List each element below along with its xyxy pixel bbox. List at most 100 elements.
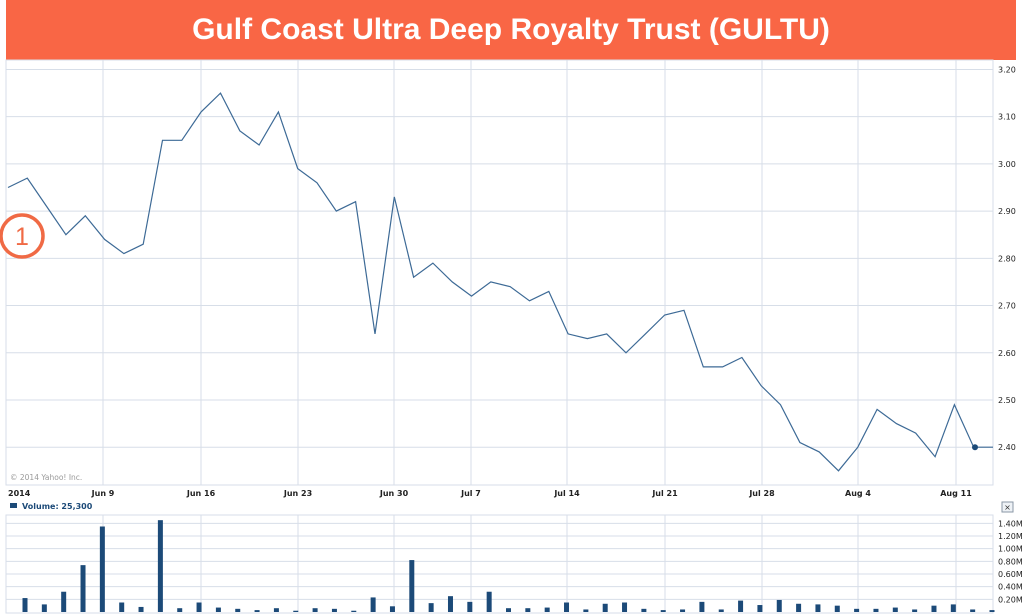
volume-bar[interactable] — [834, 605, 840, 612]
price-y-tick-label: 2.40 — [998, 443, 1016, 452]
volume-bar[interactable] — [331, 608, 337, 612]
volume-grid — [6, 515, 993, 612]
price-x-tick-label: Jun 16 — [186, 489, 216, 498]
price-x-tick-label: Jul 7 — [460, 489, 481, 498]
price-y-tick-label: 2.80 — [998, 254, 1016, 263]
volume-bar[interactable] — [99, 526, 105, 613]
volume-bar[interactable] — [447, 596, 453, 612]
price-y-tick-label: 3.10 — [998, 113, 1016, 122]
volume-bar[interactable] — [641, 608, 647, 612]
volume-bar[interactable] — [892, 607, 898, 612]
chart-title: Gulf Coast Ultra Deep Royalty Trust (GUL… — [192, 13, 830, 46]
price-x-tick-label: Jul 14 — [553, 489, 580, 498]
volume-bar[interactable] — [312, 608, 318, 612]
volume-bar[interactable] — [273, 608, 279, 612]
volume-bar[interactable] — [564, 602, 570, 613]
volume-bar[interactable] — [718, 609, 724, 612]
volume-bar[interactable] — [119, 602, 125, 613]
price-y-tick-label: 3.00 — [998, 160, 1016, 169]
price-x-tick-label: Aug 4 — [845, 489, 871, 498]
price-x-tick-label: Jun 30 — [379, 489, 409, 498]
price-line — [7, 92, 993, 472]
price-y-tick-label: 2.60 — [998, 349, 1016, 358]
volume-bar[interactable] — [196, 602, 202, 613]
price-plot-frame — [5, 59, 994, 486]
price-x-tick-label: 2014 — [8, 489, 31, 498]
volume-bar[interactable] — [389, 606, 395, 612]
close-volume-button[interactable]: × — [1001, 501, 1014, 513]
volume-y-axis: 1.40M 1.20M 1.00M 0.80M 0.60M 0.40M 0.20M — [998, 519, 1023, 604]
marker-circle — [0, 213, 45, 259]
volume-bar[interactable] — [351, 610, 357, 612]
volume-bar[interactable] — [680, 609, 686, 612]
volume-bar[interactable] — [370, 597, 376, 612]
volume-bar[interactable] — [583, 609, 589, 612]
volume-legend-swatch — [10, 503, 17, 508]
volume-bars — [22, 520, 995, 613]
volume-bar[interactable] — [912, 609, 918, 612]
volume-bar[interactable] — [428, 603, 434, 612]
close-button-box[interactable] — [1001, 501, 1014, 513]
volume-bar[interactable] — [815, 604, 821, 612]
volume-y-tick-label: 0.40M — [998, 583, 1023, 592]
volume-bar[interactable] — [622, 602, 628, 613]
volume-bar[interactable] — [544, 607, 550, 612]
volume-bar[interactable] — [80, 565, 86, 612]
close-icon[interactable]: × — [1004, 503, 1011, 512]
volume-bar[interactable] — [41, 604, 47, 612]
volume-bar[interactable] — [22, 598, 28, 612]
price-x-tick-label: Jul 28 — [748, 489, 775, 498]
marker-number: 1 — [15, 223, 29, 251]
volume-bar[interactable] — [931, 605, 937, 612]
volume-bar[interactable] — [177, 608, 183, 612]
volume-bar[interactable] — [138, 606, 144, 612]
volume-bar[interactable] — [950, 604, 956, 612]
volume-y-tick-label: 0.60M — [998, 570, 1023, 579]
price-x-tick-label: Jun 23 — [283, 489, 312, 498]
price-x-tick-label: Jun 9 — [91, 489, 115, 498]
volume-bar[interactable] — [660, 610, 666, 612]
volume-bar[interactable] — [254, 610, 260, 612]
price-y-axis: 3.20 3.10 3.00 2.90 2.80 2.70 2.60 2.50 2.40 — [998, 65, 1016, 452]
volume-legend-label: Volume: 25,300 — [22, 502, 93, 511]
volume-bar[interactable] — [699, 601, 705, 612]
volume-bar[interactable] — [757, 605, 763, 612]
volume-y-tick-label: 0.20M — [998, 595, 1023, 604]
volume-bar[interactable] — [525, 608, 531, 612]
volume-y-tick-label: 0.80M — [998, 557, 1023, 566]
volume-bar[interactable] — [970, 609, 976, 612]
volume-bar[interactable] — [738, 600, 744, 612]
volume-bar[interactable] — [293, 610, 299, 612]
volume-bar[interactable] — [989, 610, 995, 612]
price-x-tick-label: Aug 11 — [940, 489, 972, 498]
volume-bar[interactable] — [157, 520, 163, 612]
volume-bar[interactable] — [776, 599, 782, 612]
volume-bar[interactable] — [854, 608, 860, 612]
price-y-tick-label: 2.70 — [998, 302, 1016, 311]
step-marker: 1 — [0, 213, 45, 259]
title-banner: Gulf Coast Ultra Deep Royalty Trust (GUL… — [6, 0, 1016, 60]
volume-bar[interactable] — [506, 608, 511, 612]
price-x-tick-label: Jul 21 — [651, 489, 678, 498]
copyright-text: © 2014 Yahoo! Inc. — [10, 473, 82, 482]
volume-header: Volume: 25,300 — [10, 502, 93, 511]
volume-bar[interactable] — [602, 603, 608, 612]
volume-bar[interactable] — [409, 560, 415, 612]
volume-bar[interactable] — [215, 607, 221, 612]
volume-bar[interactable] — [873, 608, 879, 612]
price-grid — [6, 60, 993, 485]
volume-bar[interactable] — [467, 601, 473, 612]
volume-bar[interactable] — [235, 608, 241, 612]
price-y-tick-label: 3.20 — [998, 65, 1016, 74]
price-x-axis: 2014 Jun 9 Jun 16 Jun 23 Jun 30 Jul 7 Jul 14 Ju… — [8, 489, 972, 498]
volume-bar[interactable] — [61, 591, 67, 612]
volume-y-tick-label: 1.00M — [998, 545, 1023, 554]
last-price-point[interactable] — [972, 444, 978, 451]
volume-bar[interactable] — [796, 603, 802, 612]
price-y-tick-label: 2.50 — [998, 396, 1016, 405]
price-y-tick-label: 2.90 — [998, 207, 1016, 216]
volume-bar[interactable] — [486, 591, 492, 612]
volume-y-tick-label: 1.40M — [998, 519, 1023, 528]
volume-plot-frame — [5, 514, 994, 614]
